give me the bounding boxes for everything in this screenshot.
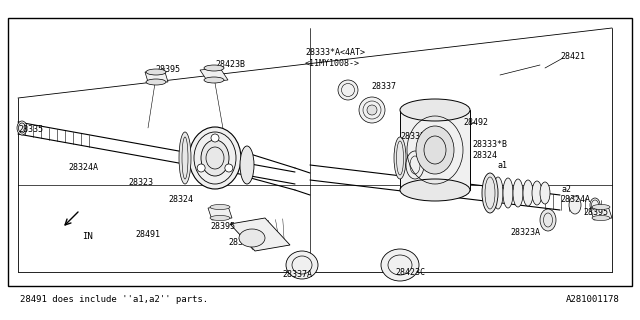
Ellipse shape <box>197 164 205 172</box>
Polygon shape <box>590 206 612 220</box>
Text: 28323: 28323 <box>128 178 153 187</box>
Text: 28423B: 28423B <box>215 60 245 69</box>
Text: 28333*A<4AT>: 28333*A<4AT> <box>305 48 365 57</box>
Text: 28324A: 28324A <box>68 163 98 172</box>
Text: 28423C: 28423C <box>395 268 425 277</box>
Text: 28421: 28421 <box>560 52 585 61</box>
Ellipse shape <box>146 79 166 85</box>
Ellipse shape <box>569 196 581 214</box>
Polygon shape <box>208 206 232 220</box>
Text: 28335: 28335 <box>400 132 425 141</box>
Text: 28335: 28335 <box>18 125 43 134</box>
Text: 28491 does include ''a1,a2'' parts.: 28491 does include ''a1,a2'' parts. <box>20 295 208 304</box>
Ellipse shape <box>189 127 241 189</box>
Ellipse shape <box>204 77 224 83</box>
Ellipse shape <box>204 65 224 71</box>
Ellipse shape <box>493 177 503 209</box>
Ellipse shape <box>394 137 406 179</box>
Text: a2: a2 <box>562 185 572 194</box>
Ellipse shape <box>225 164 233 172</box>
Polygon shape <box>200 68 228 82</box>
Text: 28333*B: 28333*B <box>472 140 507 149</box>
Ellipse shape <box>359 97 385 123</box>
Text: 28492: 28492 <box>463 118 488 127</box>
Ellipse shape <box>513 179 523 207</box>
Text: 28395: 28395 <box>583 208 608 217</box>
Ellipse shape <box>17 121 27 135</box>
Ellipse shape <box>540 209 556 231</box>
Text: 28491: 28491 <box>135 230 160 239</box>
Ellipse shape <box>179 132 191 184</box>
Ellipse shape <box>482 173 498 213</box>
Ellipse shape <box>400 179 470 201</box>
Text: 28333A: 28333A <box>228 238 258 247</box>
Ellipse shape <box>503 178 513 208</box>
Text: 28395: 28395 <box>210 222 235 231</box>
Text: 28324: 28324 <box>472 151 497 160</box>
Ellipse shape <box>406 151 424 179</box>
Ellipse shape <box>239 229 265 247</box>
Ellipse shape <box>286 251 318 279</box>
Ellipse shape <box>540 182 550 204</box>
Ellipse shape <box>381 249 419 281</box>
Ellipse shape <box>211 134 219 142</box>
Ellipse shape <box>367 105 377 115</box>
Polygon shape <box>230 218 290 251</box>
Text: 28337: 28337 <box>371 82 396 91</box>
Bar <box>8 18 632 286</box>
Text: 28395: 28395 <box>155 65 180 74</box>
Ellipse shape <box>400 99 470 121</box>
Text: a1: a1 <box>497 161 507 170</box>
Ellipse shape <box>240 146 254 184</box>
Ellipse shape <box>592 215 610 220</box>
Ellipse shape <box>146 69 166 75</box>
Text: IN: IN <box>82 232 93 241</box>
Text: 28324A: 28324A <box>560 195 590 204</box>
Ellipse shape <box>210 204 230 210</box>
Ellipse shape <box>590 198 600 212</box>
Text: 28323A: 28323A <box>510 228 540 237</box>
Ellipse shape <box>532 181 542 205</box>
Ellipse shape <box>338 80 358 100</box>
Ellipse shape <box>523 180 533 206</box>
Ellipse shape <box>210 215 230 220</box>
Polygon shape <box>400 110 470 190</box>
Polygon shape <box>145 72 168 82</box>
Text: A281001178: A281001178 <box>566 295 620 304</box>
Ellipse shape <box>416 126 454 174</box>
Text: <11MY1008->: <11MY1008-> <box>305 59 360 68</box>
Ellipse shape <box>592 204 610 210</box>
Text: 28324: 28324 <box>168 195 193 204</box>
Ellipse shape <box>201 140 229 176</box>
Text: 28337A: 28337A <box>282 270 312 279</box>
